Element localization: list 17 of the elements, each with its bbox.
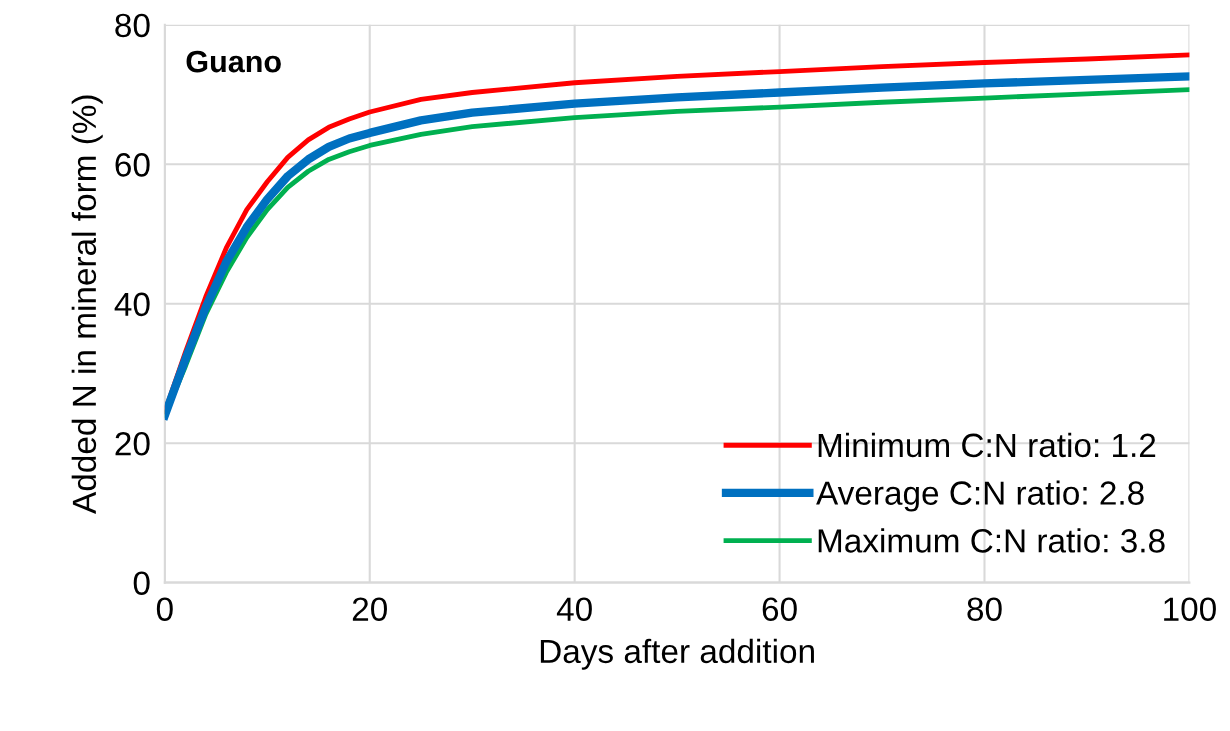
y-tick-label: 80 bbox=[115, 13, 150, 38]
x-tick-label: 40 bbox=[556, 597, 592, 621]
annotation: Guano bbox=[186, 50, 281, 73]
y-tick-label: 60 bbox=[115, 153, 150, 177]
y-tick-label: 0 bbox=[133, 571, 150, 596]
x-axis-title: Days after addition bbox=[540, 638, 814, 670]
x-tick-label: 80 bbox=[967, 597, 1002, 621]
y-tick-label: 40 bbox=[114, 292, 150, 317]
x-tick-label: 100 bbox=[1164, 597, 1216, 621]
legend-label: Minimum C:N ratio: 1.2 bbox=[818, 432, 1156, 458]
legend-label: Average C:N ratio: 2.8 bbox=[816, 480, 1144, 512]
x-tick-label: 0 bbox=[156, 597, 173, 621]
legend-label: Maximum C:N ratio: 3.8 bbox=[818, 528, 1165, 553]
x-tick-label: 20 bbox=[352, 597, 387, 621]
y-tick-label: 20 bbox=[115, 431, 150, 456]
x-tick-label: 60 bbox=[762, 597, 797, 621]
y-axis-title: Added N in mineral form (%) bbox=[71, 95, 103, 514]
